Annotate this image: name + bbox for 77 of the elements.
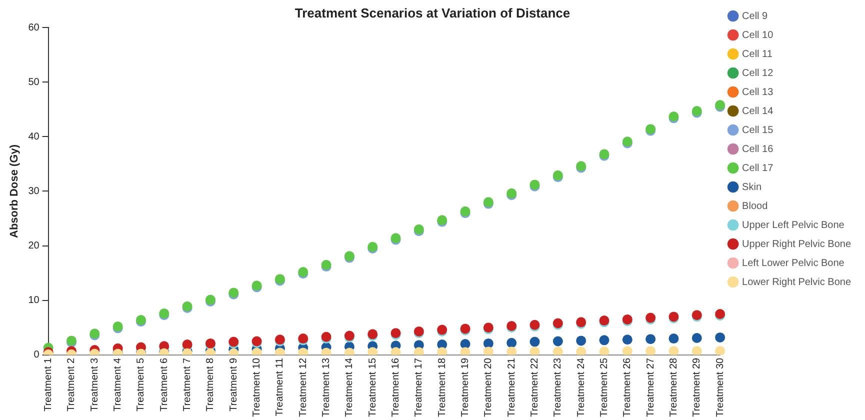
x-tick-label: Treatment 8 xyxy=(205,357,216,412)
legend-label: Blood xyxy=(742,200,768,212)
x-tick-label: Treatment 10 xyxy=(252,357,263,418)
chart-title: Treatment Scenarios at Variation of Distance xyxy=(294,5,570,20)
x-tick-label: Treatment 22 xyxy=(530,357,540,418)
y-tick-label: 50 xyxy=(28,76,40,88)
x-tick-label: Treatment 23 xyxy=(552,357,564,418)
x-tick-label: Treatment 12 xyxy=(298,357,309,418)
y-tick-label: 0 xyxy=(34,350,40,361)
x-tick-label: Treatment 24 xyxy=(576,357,587,418)
point xyxy=(715,332,726,342)
x-tick-label: Treatment 21 xyxy=(506,357,518,418)
x-tick-label: Treatment 6 xyxy=(158,357,170,412)
x-tick-label: Treatment 17 xyxy=(414,357,425,418)
point xyxy=(692,332,702,343)
point xyxy=(668,346,679,355)
point xyxy=(622,334,632,345)
legend-label: Cell 10 xyxy=(742,30,774,41)
point xyxy=(552,346,563,355)
x-tick-label: Treatment 30 xyxy=(714,357,726,418)
x-tick-label: Treatment 11 xyxy=(274,357,286,416)
y-axis-title: Absorb Dose (Gy) xyxy=(8,144,21,238)
point xyxy=(483,346,494,355)
point xyxy=(668,334,679,344)
point xyxy=(483,338,494,348)
legend-label: Cell 16 xyxy=(742,144,774,155)
x-tick-label: Treatment 3 xyxy=(89,357,100,412)
x-tick-label: Treatment 7 xyxy=(182,357,194,412)
point xyxy=(576,336,586,346)
x-tick-label: Treatment 25 xyxy=(598,357,610,418)
y-tick-label: 20 xyxy=(28,240,40,252)
point xyxy=(715,346,726,355)
point xyxy=(622,346,632,355)
y-tick-label: 30 xyxy=(28,186,40,197)
point xyxy=(599,346,610,355)
point xyxy=(552,336,563,346)
point xyxy=(646,334,656,344)
x-tick-label: Treatment 28 xyxy=(668,357,680,418)
point xyxy=(530,336,540,347)
legend-label: Cell 12 xyxy=(742,68,774,79)
legend-label: Cell 13 xyxy=(742,86,774,98)
x-tick-label: Treatment 29 xyxy=(692,357,703,418)
x-tick-label: Treatment 19 xyxy=(460,357,472,418)
x-tick-label: Treatment 14 xyxy=(344,357,356,418)
point xyxy=(599,335,610,346)
x-tick-label: Treatment 2 xyxy=(66,357,78,412)
legend-label: Skin xyxy=(742,182,762,193)
x-tick-label: Treatment 9 xyxy=(228,357,240,412)
legend-label: Cell 15 xyxy=(742,124,774,136)
y-tick-label: 40 xyxy=(28,131,40,142)
x-tick-label: Treatment 4 xyxy=(112,357,124,412)
x-tick-label: Treatment 18 xyxy=(436,357,448,418)
point xyxy=(506,346,517,355)
y-tick-label: 60 xyxy=(28,22,40,34)
x-tick-label: Treatment 20 xyxy=(483,357,494,418)
legend-label: Upper Right Pelvic Bone xyxy=(742,238,852,250)
point xyxy=(576,346,586,355)
legend-label: Cell 9 xyxy=(742,10,768,22)
x-tick-label: Treatment 5 xyxy=(136,357,147,412)
point xyxy=(506,338,517,348)
legend-label: Cell 17 xyxy=(742,162,774,174)
x-tick-label: Treatment 15 xyxy=(367,357,378,418)
x-tick-label: Treatment 1 xyxy=(43,357,54,412)
point xyxy=(692,346,702,355)
legend-label: Cell 14 xyxy=(742,106,774,117)
legend-label: Left Lower Pelvic Bone xyxy=(742,258,845,269)
x-tick-label: Treatment 16 xyxy=(390,357,402,418)
point xyxy=(460,338,470,349)
x-tick-label: Treatment 13 xyxy=(321,357,332,418)
x-tick-label: Treatment 27 xyxy=(645,357,656,418)
point xyxy=(530,346,540,355)
legend-label: Upper Left Pelvic Bone xyxy=(742,220,845,231)
legend-label: Cell 11 xyxy=(742,48,773,60)
legend-label: Lower Right Pelvic Bone xyxy=(742,276,852,288)
x-tick-label: Treatment 26 xyxy=(622,357,634,418)
y-tick-label: 10 xyxy=(28,295,40,306)
point xyxy=(646,346,656,355)
